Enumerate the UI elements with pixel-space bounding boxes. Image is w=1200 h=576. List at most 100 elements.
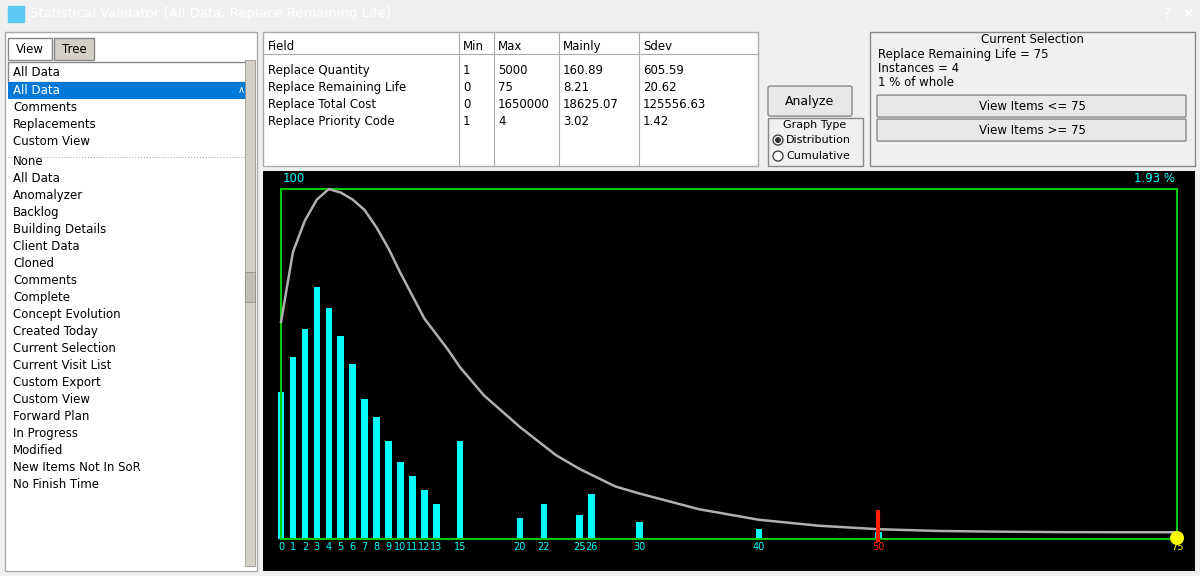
Text: New Items Not In SoR: New Items Not In SoR [13,461,140,473]
Text: 13: 13 [430,542,443,552]
Text: 1650000: 1650000 [498,97,550,111]
Text: Client Data: Client Data [13,240,79,252]
Text: 0: 0 [463,97,470,111]
Text: Cumulative: Cumulative [786,151,850,161]
Bar [768,118,863,166]
Text: 1.42: 1.42 [643,115,670,127]
Text: 40: 40 [752,542,764,552]
Text: 7: 7 [361,542,367,552]
Text: Comments: Comments [13,274,77,286]
Bar [263,171,1195,571]
Text: 1: 1 [463,63,470,77]
Bar [245,272,256,302]
Bar [756,529,762,539]
Text: In Progress: In Progress [13,426,78,439]
Text: Replace Priority Code: Replace Priority Code [268,115,395,127]
Text: Anomalyzer: Anomalyzer [13,188,83,202]
Text: Custom Export: Custom Export [13,376,101,389]
Bar [301,329,308,539]
Text: 605.59: 605.59 [643,63,684,77]
Text: Custom View: Custom View [13,135,90,147]
Text: 3: 3 [313,542,320,552]
Bar [576,514,583,539]
Text: Replace Remaining Life: Replace Remaining Life [268,81,407,93]
Text: 1: 1 [463,115,470,127]
Text: 6: 6 [349,542,355,552]
Text: Instances = 4: Instances = 4 [878,62,959,74]
Bar [245,60,256,566]
Bar [349,364,356,539]
Text: 26: 26 [586,542,598,552]
Text: Current Selection: Current Selection [13,342,116,355]
Bar [5,32,257,571]
Text: 3.02: 3.02 [563,115,589,127]
Text: 75: 75 [498,81,512,93]
Text: Replace Remaining Life = 75: Replace Remaining Life = 75 [878,48,1049,60]
Text: Statistical Validator [All Data, Replace Remaining Life]: Statistical Validator [All Data, Replace… [30,7,391,20]
Text: ∧: ∧ [238,85,245,95]
Circle shape [773,151,784,161]
Text: 20.62: 20.62 [643,81,677,93]
Text: 10: 10 [395,542,407,552]
Text: Field: Field [268,40,295,52]
Bar [263,32,758,166]
Text: Max: Max [498,40,522,52]
Bar [397,462,403,539]
Text: 0: 0 [463,81,470,93]
Circle shape [1170,531,1184,545]
Text: 5000: 5000 [498,63,528,77]
Text: No Finish Time: No Finish Time [13,478,98,491]
Text: Cloned: Cloned [13,256,54,270]
Bar [325,308,332,539]
Text: Replace Quantity: Replace Quantity [268,63,370,77]
Bar [588,494,595,539]
Bar [8,38,52,60]
FancyBboxPatch shape [877,95,1186,117]
Text: Analyze: Analyze [785,94,835,108]
Bar [870,32,1195,166]
Bar [337,336,344,539]
Text: 30: 30 [634,542,646,552]
Text: 8.21: 8.21 [563,81,589,93]
Text: 22: 22 [538,542,550,552]
Text: All Data: All Data [13,66,60,78]
Text: 1 % of whole: 1 % of whole [878,75,954,89]
Text: Min: Min [463,40,484,52]
Bar [54,38,94,60]
Text: Forward Plan: Forward Plan [13,410,89,423]
Text: Comments: Comments [13,101,77,113]
Bar [457,441,463,539]
Text: 75: 75 [1171,542,1183,552]
Bar [433,504,439,539]
Text: 2: 2 [301,542,308,552]
Text: Backlog: Backlog [13,206,60,218]
Text: 1: 1 [290,542,296,552]
Text: 50: 50 [872,542,884,552]
Text: Building Details: Building Details [13,222,107,236]
Bar [636,521,643,539]
Bar [540,504,547,539]
Text: ?: ? [1164,6,1171,21]
Text: 18625.07: 18625.07 [563,97,619,111]
Text: 125556.63: 125556.63 [643,97,707,111]
Text: Tree: Tree [61,43,86,55]
Text: Replace Total Cost: Replace Total Cost [268,97,376,111]
Text: 1.93 %: 1.93 % [1134,172,1175,185]
Text: 160.89: 160.89 [563,63,604,77]
Text: Current Selection: Current Selection [980,33,1084,46]
Bar [517,518,523,539]
Text: Mainly: Mainly [563,40,601,52]
Bar [361,399,368,539]
Text: Complete: Complete [13,290,70,304]
Bar [313,287,320,539]
Text: View Items >= 75: View Items >= 75 [978,124,1086,137]
Text: Modified: Modified [13,444,64,457]
Bar [421,490,427,539]
Text: All Data: All Data [13,172,60,184]
Text: 100: 100 [283,172,305,185]
FancyBboxPatch shape [768,86,852,116]
Bar [1174,537,1181,539]
Text: 15: 15 [454,542,467,552]
Text: Distribution: Distribution [786,135,851,145]
Bar [875,532,882,539]
